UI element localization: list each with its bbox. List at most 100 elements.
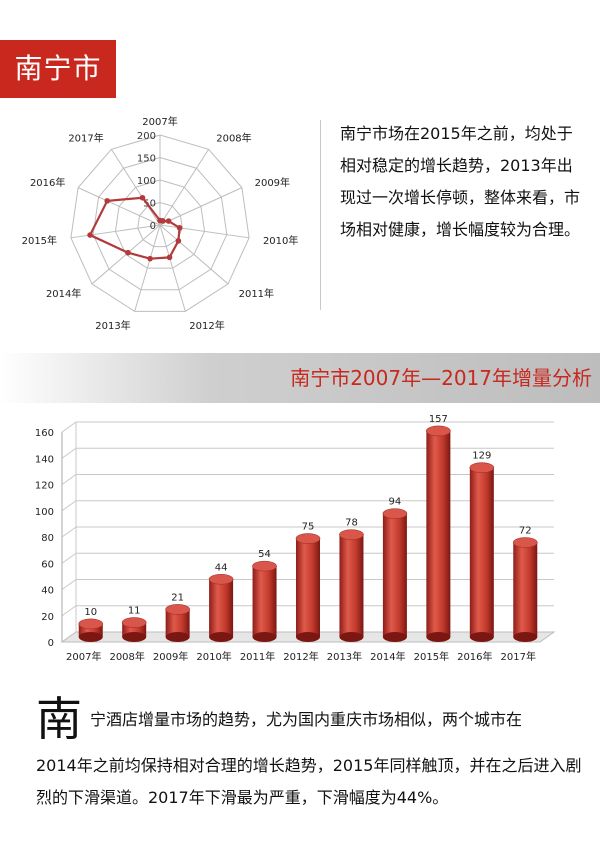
bar-y-tick-label: 60	[41, 559, 54, 570]
bar-value-label: 94	[389, 497, 402, 508]
radar-spoke	[159, 224, 250, 239]
bar-top-cap	[121, 617, 147, 628]
radar-chart: 0 50 100 150 200 2007年 2008年 2009年 2010年 2011年 201…	[22, 115, 299, 332]
bar-top-cap	[339, 529, 364, 540]
bar-base-cap	[382, 632, 407, 642]
bar-value-label: 10	[84, 607, 97, 618]
radar-spoke	[134, 224, 161, 312]
bar-grid-diagonal	[61, 605, 77, 617]
radar-category-label: 2014年	[46, 287, 81, 300]
drop-cap: 南	[36, 692, 82, 746]
radar-category-label: 2009年	[255, 176, 290, 189]
bar	[339, 534, 364, 637]
bar-top-cap	[78, 618, 104, 630]
closing-paragraph: 2014年之前均保持相对合理的增长趋势，2015年同样触顶，并在之后进入剧烈的下…	[36, 756, 582, 807]
closing-first-line: 宁酒店增量市场的趋势，尤为国内重庆市场相似，两个城市在	[90, 710, 523, 729]
bar-x-tick-label: 2007年	[66, 650, 101, 663]
radar-spoke	[77, 187, 161, 226]
bar-base-cap	[339, 632, 364, 642]
radar-category-label: 2007年	[142, 115, 177, 128]
bar	[513, 542, 538, 637]
radar-tick-label: 50	[143, 199, 156, 210]
bar-grid-diagonal	[61, 500, 77, 512]
radar-category-label: 2015年	[22, 234, 57, 247]
radar-point	[125, 249, 131, 256]
bar-value-label: 72	[519, 526, 532, 537]
radar-point	[166, 254, 173, 261]
radar-tick-label: 200	[137, 131, 156, 142]
bar-value-label: 78	[345, 518, 358, 529]
bar-x-tick-label: 2016年	[457, 650, 492, 663]
radar-category-label: 2011年	[239, 287, 274, 300]
radar-spoke	[110, 149, 161, 226]
bar-chart: 0 20 40 60 80 100 120 140 160 10 2007年 11 2008年 21 200…	[35, 414, 556, 663]
radar-grid-ring	[70, 134, 250, 312]
radar-spoke	[159, 224, 186, 312]
bar-value-label: 157	[429, 414, 448, 425]
radar-category-label: 2012年	[189, 319, 224, 332]
bar-base-cap	[78, 632, 103, 642]
bar-grid-diagonal	[61, 579, 77, 590]
bar-top-cap	[252, 560, 277, 572]
radar-tick-label: 0	[150, 221, 156, 232]
bar-value-label: 54	[258, 549, 271, 560]
radar-category-label: 2010年	[263, 234, 298, 247]
bar-value-label: 21	[171, 592, 184, 603]
bar-y-tick-label: 40	[41, 586, 54, 597]
bar-x-tick-label: 2017年	[501, 650, 536, 663]
bar-x-tick-label: 2010年	[196, 650, 231, 663]
bar-grid-diagonal	[61, 474, 77, 485]
bar-grid-diagonal	[61, 447, 77, 459]
bar-grid-diagonal	[61, 552, 77, 564]
bar-grid-diagonal	[61, 526, 77, 538]
radar-grid-ring	[137, 201, 183, 248]
bar-x-tick-label: 2014年	[370, 650, 405, 663]
bar-top-cap	[165, 604, 190, 615]
bar-top-cap	[426, 425, 451, 437]
radar-category-label: 2017年	[68, 132, 103, 145]
bar	[382, 513, 407, 637]
radar-point	[176, 225, 183, 231]
radar-category-label: 2008年	[216, 132, 251, 145]
bar-value-label: 44	[215, 562, 228, 573]
bar-base-cap	[296, 632, 320, 642]
bar-base-cap	[209, 632, 234, 642]
radar-grid-ring	[92, 156, 228, 291]
bar-y-tick-label: 140	[35, 454, 54, 465]
radar-point	[87, 232, 93, 238]
radar-spoke	[159, 224, 229, 285]
bar-base-cap	[426, 632, 451, 642]
bar-base-cap	[513, 632, 538, 642]
radar-spoke	[159, 149, 210, 226]
bar-x-tick-label: 2009年	[153, 650, 188, 663]
bar-x-tick-label: 2008年	[109, 650, 144, 663]
intro-text: 南宁市场在2015年之前，均处于相对稳定的增长趋势，2013年出现过一次增长停顿…	[340, 124, 581, 239]
radar-category-label: 2013年	[95, 319, 130, 332]
bar-top-cap	[382, 508, 408, 519]
bar	[469, 467, 494, 637]
bar-base-cap	[165, 632, 190, 642]
radar-spoke	[159, 187, 243, 226]
bar-x-tick-label: 2013年	[327, 650, 362, 663]
vertical-divider	[320, 120, 321, 310]
bar-top-cap	[469, 462, 495, 473]
bar	[296, 538, 320, 637]
radar-point	[147, 255, 153, 262]
bar-y-tick-label: 100	[35, 507, 54, 518]
radar-spoke	[70, 224, 161, 239]
bar-y-tick-label: 20	[41, 612, 54, 623]
radar-point	[104, 198, 110, 204]
bar-y-tick-label: 120	[35, 481, 54, 492]
radar-point	[165, 218, 172, 224]
radar-point	[175, 238, 182, 244]
radar-tick-label: 100	[137, 176, 156, 187]
bar-base-cap	[252, 632, 277, 642]
bar-y-tick-label: 80	[41, 533, 54, 544]
bar-top-cap	[512, 537, 538, 548]
section-title: 南宁市2007年—2017年增量分析	[290, 366, 592, 390]
bar-x-tick-label: 2011年	[240, 650, 275, 663]
bar-base-cap	[122, 632, 147, 642]
radar-grid-ring	[114, 179, 206, 269]
bar	[252, 566, 277, 637]
bar-x-tick-label: 2012年	[283, 650, 318, 663]
